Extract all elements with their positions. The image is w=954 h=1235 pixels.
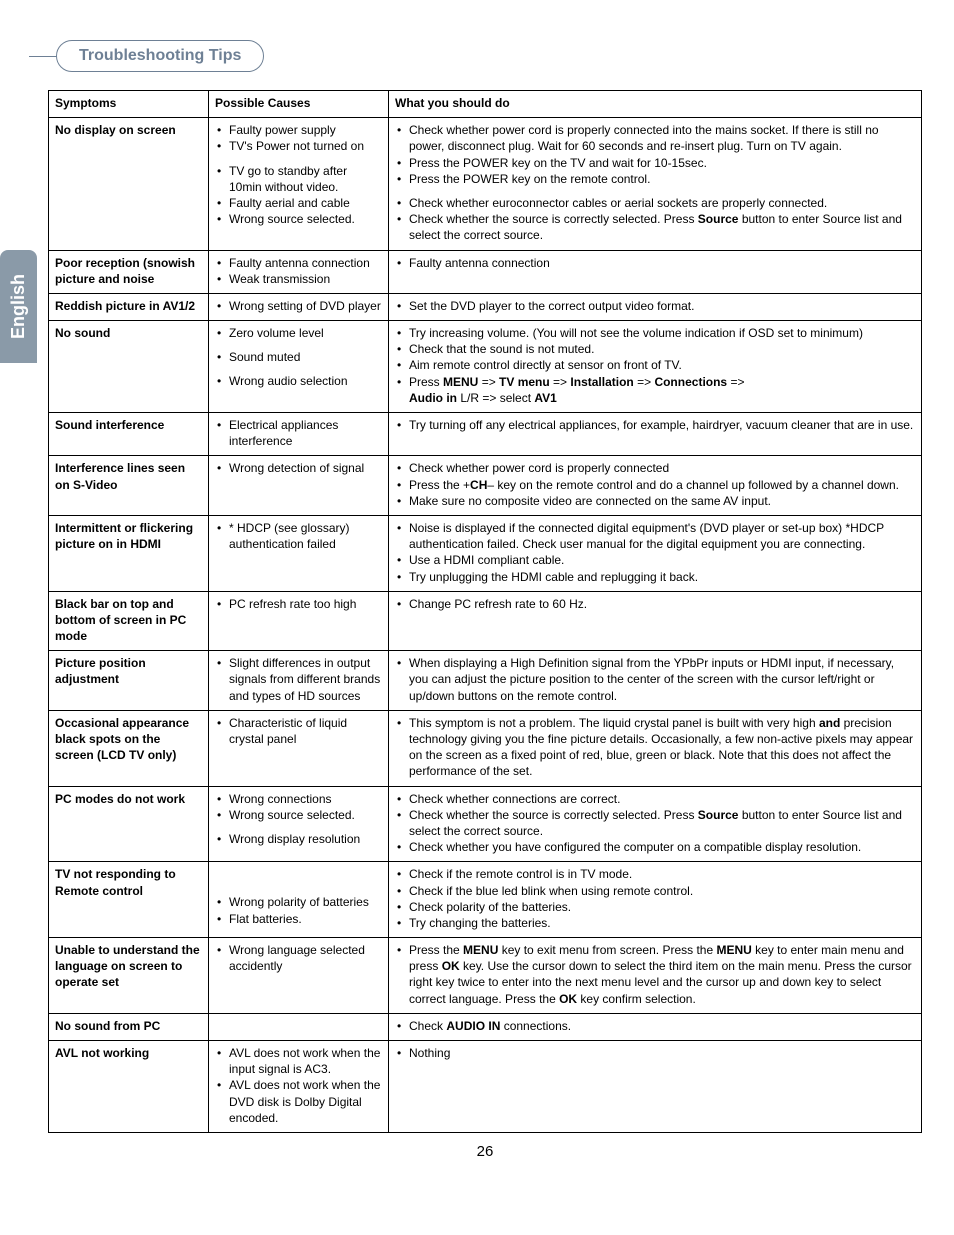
actions-cell: Noise is displayed if the connected digi… — [389, 515, 922, 591]
symptom-cell: Interference lines seen on S-Video — [49, 456, 209, 516]
header-actions: What you should do — [389, 91, 922, 118]
symptom-cell: Intermittent or flickering picture on in… — [49, 515, 209, 591]
table-row: No soundZero volume levelSound mutedWron… — [49, 321, 922, 413]
actions-cell: Check whether power cord is properly con… — [389, 118, 922, 250]
symptom-cell: Black bar on top and bottom of screen in… — [49, 591, 209, 651]
symptom-cell: AVL not working — [49, 1041, 209, 1133]
table-row: No display on screenFaulty power supplyT… — [49, 118, 922, 250]
table-row: Black bar on top and bottom of screen in… — [49, 591, 922, 651]
header-symptoms: Symptoms — [49, 91, 209, 118]
actions-cell: Try turning off any electrical appliance… — [389, 413, 922, 456]
table-row: Intermittent or flickering picture on in… — [49, 515, 922, 591]
causes-cell: Wrong setting of DVD player — [209, 293, 389, 320]
section-title: Troubleshooting Tips — [56, 40, 264, 72]
symptom-cell: PC modes do not work — [49, 786, 209, 862]
symptom-cell: Picture position adjustment — [49, 651, 209, 711]
table-row: Occasional appearance black spots on the… — [49, 710, 922, 786]
symptom-cell: Sound interference — [49, 413, 209, 456]
table-row: TV not responding to Remote controlWrong… — [49, 862, 922, 938]
symptom-cell: TV not responding to Remote control — [49, 862, 209, 938]
table-row: Picture position adjustmentSlight differ… — [49, 651, 922, 711]
actions-cell: Check whether connections are correct.Ch… — [389, 786, 922, 862]
actions-cell: Check whether power cord is properly con… — [389, 456, 922, 516]
actions-cell: Faulty antenna connection — [389, 250, 922, 293]
actions-cell: Check if the remote control is in TV mod… — [389, 862, 922, 938]
actions-cell: Check AUDIO IN connections. — [389, 1013, 922, 1040]
causes-cell: Electrical appliances interference — [209, 413, 389, 456]
troubleshooting-table: Symptoms Possible Causes What you should… — [48, 90, 922, 1133]
causes-cell: Wrong detection of signal — [209, 456, 389, 516]
symptom-cell: No sound — [49, 321, 209, 413]
symptom-cell: Poor reception (snowish picture and nois… — [49, 250, 209, 293]
causes-cell: Wrong language selected accidently — [209, 938, 389, 1014]
actions-cell: Change PC refresh rate to 60 Hz. — [389, 591, 922, 651]
page-number: 26 — [48, 1143, 922, 1160]
causes-cell: Faulty antenna connectionWeak transmissi… — [209, 250, 389, 293]
symptom-cell: No sound from PC — [49, 1013, 209, 1040]
table-row: No sound from PC Check AUDIO IN connectio… — [49, 1013, 922, 1040]
actions-cell: This symptom is not a problem. The liqui… — [389, 710, 922, 786]
actions-cell: Set the DVD player to the correct output… — [389, 293, 922, 320]
actions-cell: Try increasing volume. (You will not see… — [389, 321, 922, 413]
causes-cell: Zero volume levelSound mutedWrong audio … — [209, 321, 389, 413]
table-row: AVL not workingAVL does not work when th… — [49, 1041, 922, 1133]
actions-cell: Nothing — [389, 1041, 922, 1133]
table-row: Unable to understand the language on scr… — [49, 938, 922, 1014]
causes-cell: Faulty power supplyTV's Power not turned… — [209, 118, 389, 250]
table-row: PC modes do not workWrong connectionsWro… — [49, 786, 922, 862]
symptom-cell: No display on screen — [49, 118, 209, 250]
causes-cell: Slight differences in output signals fro… — [209, 651, 389, 711]
causes-cell: * HDCP (see glossary) authentication fai… — [209, 515, 389, 591]
table-header-row: Symptoms Possible Causes What you should… — [49, 91, 922, 118]
table-row: Sound interferenceElectrical appliances … — [49, 413, 922, 456]
table-row: Poor reception (snowish picture and nois… — [49, 250, 922, 293]
header-causes: Possible Causes — [209, 91, 389, 118]
table-row: Reddish picture in AV1/2Wrong setting of… — [49, 293, 922, 320]
symptom-cell: Reddish picture in AV1/2 — [49, 293, 209, 320]
causes-cell: Wrong connectionsWrong source selected.W… — [209, 786, 389, 862]
causes-cell: Wrong polarity of batteriesFlat batterie… — [209, 862, 389, 938]
table-row: Interference lines seen on S-VideoWrong … — [49, 456, 922, 516]
actions-cell: Press the MENU key to exit menu from scr… — [389, 938, 922, 1014]
causes-cell — [209, 1013, 389, 1040]
causes-cell: Characteristic of liquid crystal panel — [209, 710, 389, 786]
language-tab: English — [0, 250, 37, 363]
actions-cell: When displaying a High Definition signal… — [389, 651, 922, 711]
symptom-cell: Unable to understand the language on scr… — [49, 938, 209, 1014]
causes-cell: PC refresh rate too high — [209, 591, 389, 651]
causes-cell: AVL does not work when the input signal … — [209, 1041, 389, 1133]
symptom-cell: Occasional appearance black spots on the… — [49, 710, 209, 786]
